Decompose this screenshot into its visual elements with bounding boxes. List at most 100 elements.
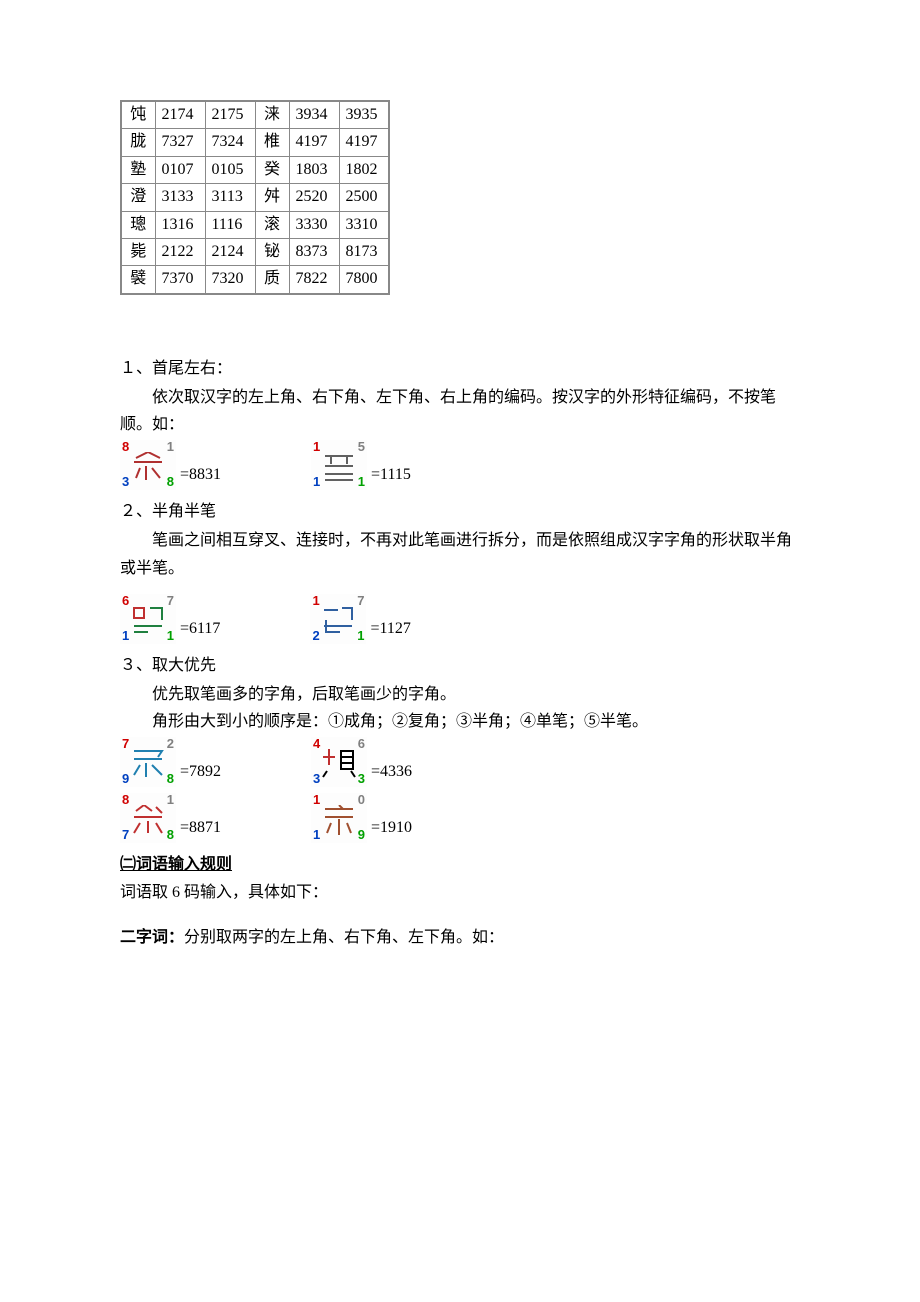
corner-tl: 8 bbox=[122, 793, 129, 806]
table-row: 璁13161116滚33303310 bbox=[121, 211, 389, 238]
glyph-3b-box: 4 6 3 3 bbox=[311, 737, 367, 787]
glyph-shape-icon bbox=[321, 805, 357, 835]
section-3: ３、取大优先 优先取笔画多的字角，后取笔画少的字角。 角形由大到小的顺序是：①成… bbox=[120, 652, 800, 844]
section-2-heading: ２、半角半笔 bbox=[120, 498, 800, 525]
phrase-rule-line2: 二字词：分别取两字的左上角、右下角、左下角。如： bbox=[120, 924, 800, 951]
corner-br: 8 bbox=[167, 475, 174, 488]
table-cell: 1116 bbox=[205, 211, 255, 238]
table-cell: 1316 bbox=[155, 211, 205, 238]
table-row: 饨21742175涞39343935 bbox=[121, 101, 389, 129]
table-cell: 2175 bbox=[205, 101, 255, 129]
table-cell: 铋 bbox=[255, 238, 289, 265]
section-3-heading: ３、取大优先 bbox=[120, 652, 800, 679]
corner-bl: 1 bbox=[313, 475, 320, 488]
glyph-3c-eq: =8871 bbox=[180, 814, 221, 843]
table-cell: 8173 bbox=[339, 238, 389, 265]
table-cell: 4197 bbox=[339, 129, 389, 156]
glyph-row-3b: 8 1 7 8 =8871 1 0 1 9 bbox=[120, 793, 800, 843]
glyph-1a: 8 1 3 8 =8831 bbox=[120, 440, 221, 490]
glyph-shape-icon bbox=[130, 805, 166, 835]
glyph-row-2: 6 7 1 1 =6117 1 7 2 1 bbox=[120, 594, 800, 644]
table-cell: 0105 bbox=[205, 156, 255, 183]
table-cell: 7370 bbox=[155, 266, 205, 294]
glyph-3c-box: 8 1 7 8 bbox=[120, 793, 176, 843]
corner-bl: 2 bbox=[312, 629, 319, 642]
section-1: １、首尾左右： 依次取汉字的左上角、右下角、左下角、右上角的编码。按汉字的外形特… bbox=[120, 355, 800, 491]
corner-tr: 1 bbox=[167, 440, 174, 453]
table-cell: 4197 bbox=[289, 129, 339, 156]
table-cell: 舛 bbox=[255, 184, 289, 211]
corner-tr: 0 bbox=[358, 793, 365, 806]
corner-br: 1 bbox=[167, 629, 174, 642]
table-cell: 3133 bbox=[155, 184, 205, 211]
section-1-body: 依次取汉字的左上角、右下角、左下角、右上角的编码。按汉字的外形特征编码，不按笔顺… bbox=[120, 384, 800, 438]
glyph-2a-eq: =6117 bbox=[180, 615, 220, 644]
glyph-3d-eq: =1910 bbox=[371, 814, 412, 843]
table-cell: 3310 bbox=[339, 211, 389, 238]
glyph-1a-box: 8 1 3 8 bbox=[120, 440, 176, 490]
corner-tl: 1 bbox=[312, 594, 319, 607]
corner-tr: 1 bbox=[167, 793, 174, 806]
glyph-2a: 6 7 1 1 =6117 bbox=[120, 594, 220, 644]
phrase-rule-heading: ㈡词语输入规则 bbox=[120, 851, 800, 878]
glyph-shape-icon bbox=[321, 452, 357, 482]
glyph-row-3a: 7 2 9 8 =7892 4 6 3 3 bbox=[120, 737, 800, 787]
glyph-shape-icon bbox=[130, 452, 166, 482]
table-cell: 质 bbox=[255, 266, 289, 294]
glyph-shape-icon bbox=[321, 749, 357, 779]
table-cell: 7800 bbox=[339, 266, 389, 294]
table-cell: 胧 bbox=[121, 129, 155, 156]
table-cell: 襞 bbox=[121, 266, 155, 294]
table-cell: 7324 bbox=[205, 129, 255, 156]
table-cell: 2174 bbox=[155, 101, 205, 129]
glyph-shape-icon bbox=[130, 606, 166, 636]
table-row: 塾01070105癸18031802 bbox=[121, 156, 389, 183]
phrase-rule-line1: 词语取 6 码输入，具体如下： bbox=[120, 879, 800, 906]
glyph-3c: 8 1 7 8 =8871 bbox=[120, 793, 221, 843]
table-cell: 塾 bbox=[121, 156, 155, 183]
table-cell: 澄 bbox=[121, 184, 155, 211]
corner-tr: 6 bbox=[358, 737, 365, 750]
table-cell: 3935 bbox=[339, 101, 389, 129]
glyph-shape-icon bbox=[130, 749, 166, 779]
glyph-3b-eq: =4336 bbox=[371, 758, 412, 787]
table-cell: 0107 bbox=[155, 156, 205, 183]
corner-tr: 7 bbox=[167, 594, 174, 607]
table-row: 毙21222124铋83738173 bbox=[121, 238, 389, 265]
corner-br: 3 bbox=[358, 772, 365, 785]
document-page: 饨21742175涞39343935胧73277324椎41974197塾010… bbox=[0, 0, 920, 1019]
table-cell: 2520 bbox=[289, 184, 339, 211]
glyph-2a-box: 6 7 1 1 bbox=[120, 594, 176, 644]
table-cell: 2122 bbox=[155, 238, 205, 265]
glyph-1b-box: 1 5 1 1 bbox=[311, 440, 367, 490]
glyph-3a: 7 2 9 8 =7892 bbox=[120, 737, 221, 787]
table-cell: 7822 bbox=[289, 266, 339, 294]
table-row: 澄31333113舛25202500 bbox=[121, 184, 389, 211]
table-row: 胧73277324椎41974197 bbox=[121, 129, 389, 156]
code-table: 饨21742175涞39343935胧73277324椎41974197塾010… bbox=[120, 100, 390, 295]
corner-bl: 7 bbox=[122, 828, 129, 841]
corner-tl: 8 bbox=[122, 440, 129, 453]
corner-bl: 1 bbox=[313, 828, 320, 841]
table-cell: 椎 bbox=[255, 129, 289, 156]
corner-tr: 5 bbox=[358, 440, 365, 453]
glyph-1b: 1 5 1 1 =1115 bbox=[311, 440, 411, 490]
section-2: ２、半角半笔 笔画之间相互穿叉、连接时，不再对此笔画进行拆分，而是依照组成汉字字… bbox=[120, 498, 800, 644]
phrase-rule-section: ㈡词语输入规则 词语取 6 码输入，具体如下： 二字词：分别取两字的左上角、右下… bbox=[120, 851, 800, 951]
phrase-rule-line2-rest: 分别取两字的左上角、右下角、左下角。如： bbox=[184, 929, 504, 946]
corner-tl: 7 bbox=[122, 737, 129, 750]
glyph-2b-box: 1 7 2 1 bbox=[310, 594, 366, 644]
glyph-3b: 4 6 3 3 =4336 bbox=[311, 737, 412, 787]
glyph-2b: 1 7 2 1 =1127 bbox=[310, 594, 410, 644]
glyph-2b-eq: =1127 bbox=[370, 615, 410, 644]
glyph-3a-eq: =7892 bbox=[180, 758, 221, 787]
table-cell: 1803 bbox=[289, 156, 339, 183]
table-cell: 2500 bbox=[339, 184, 389, 211]
glyph-shape-icon bbox=[320, 606, 356, 636]
table-cell: 7320 bbox=[205, 266, 255, 294]
corner-br: 9 bbox=[358, 828, 365, 841]
table-cell: 毙 bbox=[121, 238, 155, 265]
corner-tl: 6 bbox=[122, 594, 129, 607]
table-cell: 璁 bbox=[121, 211, 155, 238]
table-cell: 7327 bbox=[155, 129, 205, 156]
